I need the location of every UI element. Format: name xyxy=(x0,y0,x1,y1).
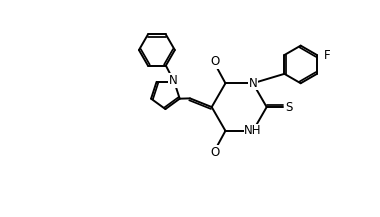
Text: N: N xyxy=(249,77,257,90)
Text: S: S xyxy=(285,100,293,113)
Text: O: O xyxy=(211,146,220,159)
Text: NH: NH xyxy=(244,124,262,137)
Text: N: N xyxy=(168,74,177,87)
Text: F: F xyxy=(324,49,331,62)
Text: O: O xyxy=(211,55,220,68)
